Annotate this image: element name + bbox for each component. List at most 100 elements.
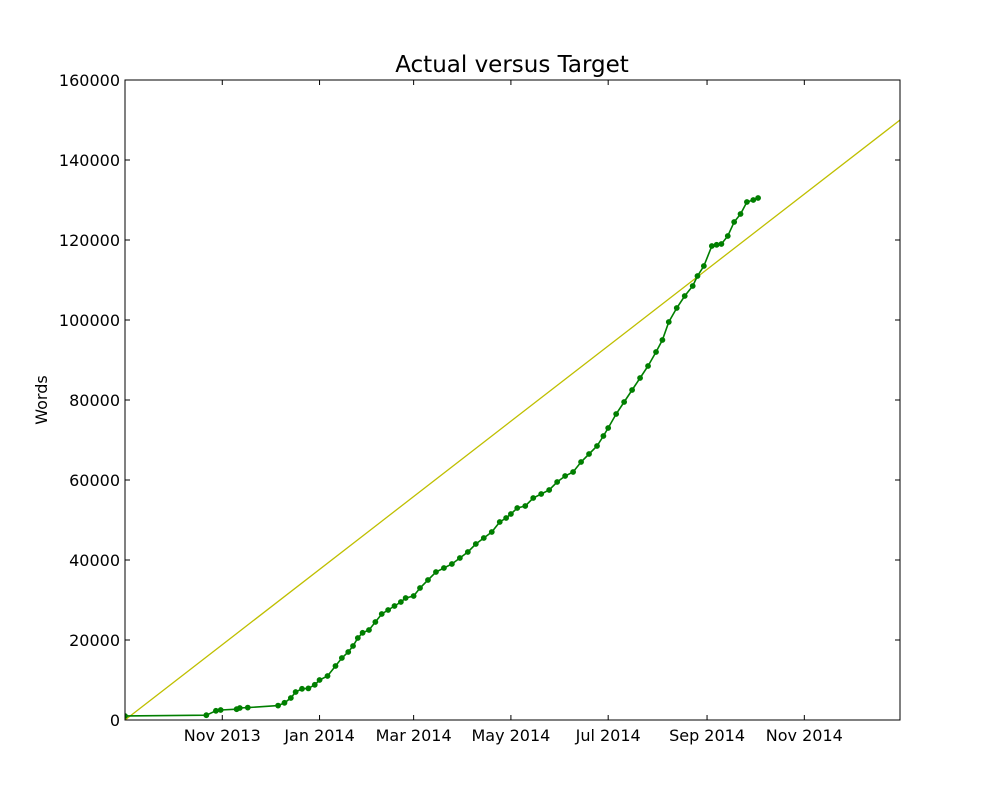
data-point — [681, 293, 688, 299]
data-point — [299, 685, 305, 692]
data-point — [605, 425, 612, 431]
data-point — [645, 363, 651, 369]
data-point — [391, 603, 398, 609]
data-point — [496, 519, 503, 525]
data-point — [673, 305, 680, 311]
data-point — [621, 399, 628, 405]
x-tick-label: Mar 2014 — [376, 726, 452, 745]
data-point — [744, 199, 750, 205]
data-point — [449, 561, 455, 567]
data-point — [600, 433, 607, 439]
data-point — [637, 375, 643, 381]
data-point — [345, 649, 352, 655]
data-point — [359, 629, 366, 636]
data-point — [665, 319, 672, 325]
data-point — [441, 565, 447, 571]
plot-area — [125, 119, 900, 720]
series-line-1 — [125, 197, 759, 717]
data-point — [488, 529, 495, 535]
data-point — [203, 712, 210, 719]
y-tick-label: 80000 — [69, 391, 120, 410]
data-point — [594, 443, 600, 449]
data-point — [586, 451, 592, 457]
y-tick-label: 140000 — [59, 151, 120, 170]
data-point — [750, 197, 757, 203]
data-point — [718, 241, 725, 247]
data-point — [659, 337, 666, 343]
data-point — [213, 707, 219, 714]
data-point — [708, 243, 715, 249]
data-point — [689, 283, 696, 289]
data-point — [372, 619, 379, 625]
data-point — [737, 211, 744, 217]
y-tick-label: 20000 — [69, 631, 120, 650]
data-point — [217, 707, 224, 713]
y-axis-label: Words — [32, 375, 51, 424]
data-point — [503, 515, 510, 521]
data-point — [530, 495, 537, 501]
data-point — [402, 595, 409, 601]
x-tick-label: May 2014 — [471, 726, 550, 745]
data-point — [385, 607, 392, 613]
data-point — [724, 233, 731, 239]
data-point — [311, 681, 318, 688]
data-point — [755, 195, 761, 201]
data-point — [332, 663, 339, 669]
data-point — [417, 585, 423, 591]
data-point — [546, 487, 553, 493]
x-tick-label: Jul 2014 — [575, 726, 641, 745]
y-tick-label: 160000 — [59, 71, 120, 90]
data-point — [316, 677, 323, 683]
data-point — [287, 695, 294, 701]
data-point — [713, 241, 720, 248]
x-tick-label: Nov 2014 — [766, 726, 843, 745]
data-point — [522, 503, 529, 509]
series-line-0 — [125, 119, 900, 720]
data-point — [354, 635, 361, 641]
data-point — [570, 469, 576, 475]
data-point — [480, 535, 487, 541]
data-point — [554, 479, 561, 485]
data-point — [613, 411, 620, 417]
data-point — [464, 549, 471, 555]
data-point — [629, 387, 635, 393]
data-point — [378, 611, 385, 617]
data-point — [694, 273, 701, 279]
data-point — [700, 263, 707, 269]
y-tick-label: 0 — [110, 711, 120, 730]
data-point — [514, 505, 521, 511]
data-point — [425, 577, 431, 583]
x-tick-label: Jan 2014 — [283, 726, 354, 745]
data-point — [578, 459, 584, 465]
data-point — [410, 593, 417, 599]
data-point — [244, 704, 251, 711]
data-point — [125, 713, 128, 719]
data-point — [275, 702, 281, 709]
y-tick-label: 100000 — [59, 311, 120, 330]
data-point — [281, 699, 288, 706]
data-point — [350, 643, 356, 649]
data-point — [338, 655, 345, 661]
chart-title: Actual versus Target — [395, 52, 629, 78]
data-point — [397, 599, 404, 605]
y-tick-label: 40000 — [69, 551, 120, 570]
x-tick-label: Sep 2014 — [669, 726, 745, 745]
data-point — [731, 219, 738, 225]
data-point — [366, 627, 372, 633]
data-point — [538, 491, 545, 497]
data-point — [292, 689, 299, 695]
data-point — [305, 685, 312, 692]
y-tick-label: 120000 — [59, 231, 120, 250]
data-point — [324, 673, 331, 679]
data-point — [562, 473, 569, 479]
data-point — [508, 511, 514, 517]
x-tick-label: Nov 2013 — [184, 726, 261, 745]
data-point — [653, 349, 659, 355]
data-point — [433, 569, 439, 575]
data-point — [472, 541, 479, 547]
y-tick-label: 60000 — [69, 471, 120, 490]
plot-frame — [124, 79, 901, 721]
data-point — [236, 705, 243, 711]
data-point — [456, 555, 463, 561]
